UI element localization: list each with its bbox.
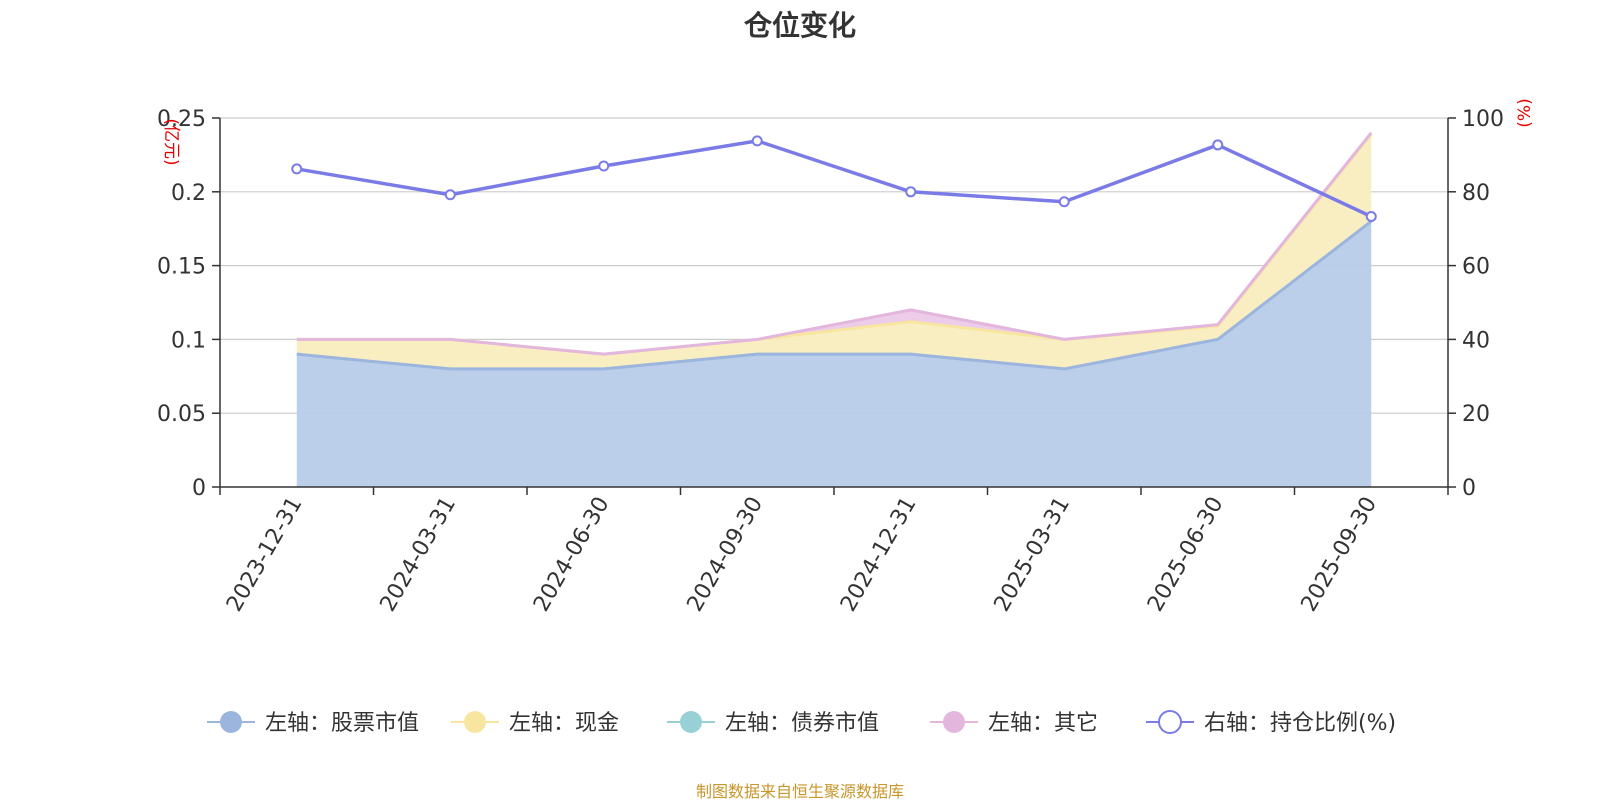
legend-label: 左轴：股票市值	[265, 711, 419, 736]
holding-ratio-point	[905, 186, 917, 198]
area-左轴：现金	[296, 134, 1372, 369]
x-axis-tick-label: 2024-03-31	[375, 493, 461, 616]
right-axis-tick-label: 0	[1462, 476, 1476, 501]
holding-ratio-point	[444, 189, 456, 201]
x-axis-tick-label: 2024-06-30	[529, 493, 615, 616]
x-axis-tick-label: 2024-12-31	[836, 493, 922, 616]
x-axis-tick-label: 2023-12-31	[222, 493, 308, 616]
right-axis-tick-label: 100	[1462, 107, 1504, 132]
legend-label: 左轴：现金	[509, 711, 619, 736]
chart-title: 仓位变化	[743, 9, 856, 42]
right-axis-tick-label: 20	[1462, 402, 1490, 427]
holding-ratio-point	[1365, 211, 1377, 223]
left-axis-tick-label: 0.2	[171, 181, 206, 206]
legend-marker	[1158, 710, 1182, 734]
legend-marker	[464, 711, 486, 733]
line-左轴：股票市值	[296, 220, 1373, 371]
legend-marker	[943, 711, 965, 733]
left-axis-tick-label: 0	[192, 476, 206, 501]
holding-ratio-point	[1212, 139, 1224, 151]
left-axis-tick-label: 0.15	[157, 255, 206, 280]
legend-label: 右轴：持仓比例(%)	[1204, 711, 1396, 736]
right-axis-tick-label: 80	[1462, 181, 1490, 206]
line-左轴：其它	[296, 131, 1373, 356]
data-source-note: 制图数据来自恒生聚源数据库	[695, 782, 904, 801]
holding-ratio-point	[1058, 196, 1070, 208]
holding-ratio-point	[291, 163, 303, 175]
right-axis-tick-label: 60	[1462, 255, 1490, 280]
left-axis-tick-label: 0.05	[157, 402, 206, 427]
x-axis-tick-label: 2024-09-30	[682, 493, 768, 616]
right-axis-tick-label: 40	[1462, 328, 1490, 353]
holding-ratio-point	[598, 160, 610, 172]
x-axis-tick-label: 2025-03-31	[989, 493, 1075, 616]
left-axis-tick-label: 0.1	[171, 328, 206, 353]
x-axis-tick-label: 2025-09-30	[1296, 493, 1382, 616]
legend-marker	[680, 711, 702, 733]
legend-label: 左轴：债券市值	[725, 711, 879, 736]
left-axis-tick-label: 0.25	[157, 107, 206, 132]
legend-marker	[220, 711, 242, 733]
legend-label: 左轴：其它	[988, 711, 1098, 736]
holding-ratio-point	[751, 135, 763, 147]
left-axis-unit: (亿元)	[161, 118, 181, 165]
right-axis-unit: (%)	[1515, 98, 1535, 127]
holding-ratio-line	[296, 139, 1372, 219]
x-axis-tick-label: 2025-06-30	[1143, 493, 1229, 616]
